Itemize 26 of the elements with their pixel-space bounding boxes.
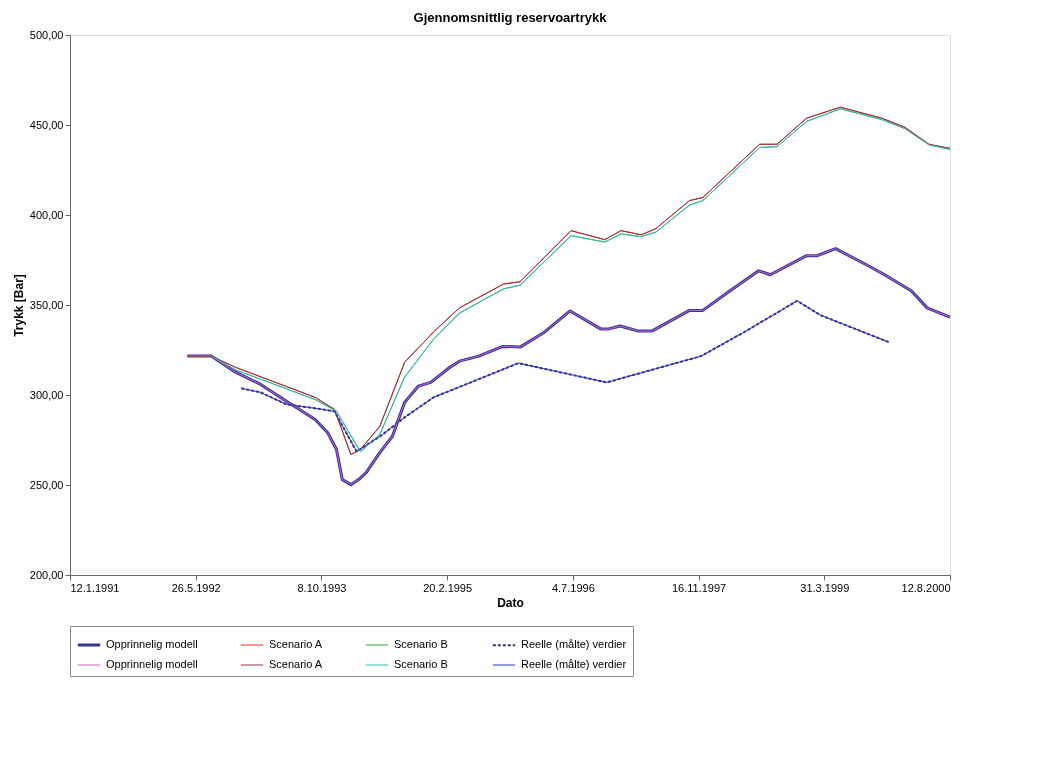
chart-title: Gjennomsnittlig reservoartrykk bbox=[413, 10, 608, 25]
legend-label: Scenario B bbox=[394, 658, 448, 670]
y-tick-label: 350,00 bbox=[29, 298, 64, 311]
y-tick-label: 250,00 bbox=[29, 478, 64, 491]
x-axis-title: Dato bbox=[497, 595, 524, 610]
legend-label: Reelle (målte) verdier bbox=[521, 658, 627, 670]
y-tick-label: 400,00 bbox=[29, 208, 64, 221]
x-tick-label: 31.3.1999 bbox=[800, 581, 850, 594]
legend-label: Reelle (målte) verdier bbox=[521, 638, 627, 651]
legend-label: Scenario B bbox=[394, 638, 448, 650]
legend-label: Opprinnelig modell bbox=[106, 638, 198, 650]
x-tick-label: 12.1.1991 bbox=[70, 581, 120, 594]
y-tick-label: 200,00 bbox=[29, 568, 64, 581]
y-tick-label: 450,00 bbox=[29, 118, 64, 131]
legend-label: Opprinnelig modell bbox=[106, 658, 198, 670]
legend-label: Scenario A bbox=[269, 638, 323, 650]
y-tick-label: 300,00 bbox=[29, 388, 64, 401]
x-tick-label: 26.5.1992 bbox=[171, 581, 221, 594]
y-axis-title: Trykk [Bar] bbox=[11, 274, 26, 337]
x-tick-label: 4.7.1996 bbox=[551, 581, 595, 594]
x-tick-label: 12.8.2000 bbox=[901, 581, 951, 594]
x-tick-label: 8.10.1993 bbox=[297, 581, 347, 594]
x-tick-label: 20.2.1995 bbox=[423, 581, 473, 594]
legend-label: Scenario A bbox=[269, 658, 323, 670]
x-tick-label: 16.11.1997 bbox=[671, 581, 727, 594]
y-tick-label: 500,00 bbox=[29, 28, 64, 41]
